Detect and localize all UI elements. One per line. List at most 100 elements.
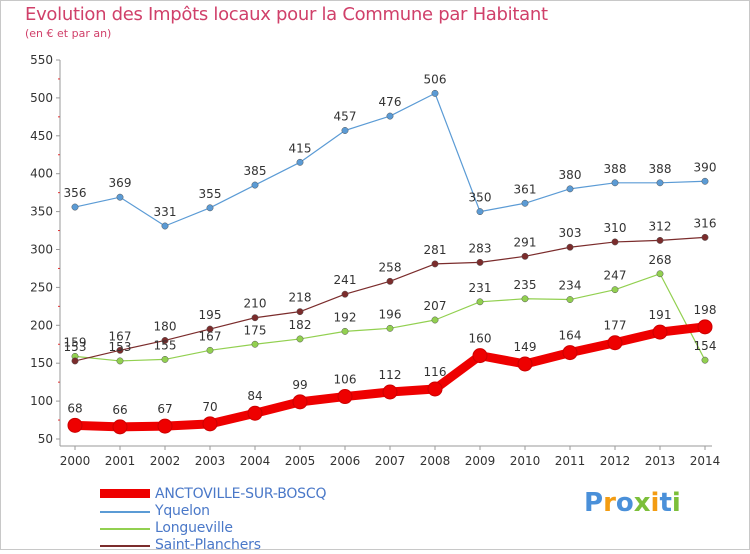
data-label: 99	[292, 378, 307, 392]
y-tick-label: 100	[30, 394, 53, 408]
y-tick-label: 500	[30, 91, 53, 105]
data-label: 167	[199, 329, 222, 343]
data-label: 312	[649, 219, 672, 233]
x-tick-label: 2012	[600, 454, 631, 468]
data-point	[521, 295, 529, 303]
data-label: 153	[64, 340, 87, 354]
legend-swatch	[100, 545, 150, 547]
data-point	[386, 112, 394, 120]
y-tick-label: 300	[30, 243, 53, 257]
data-label: 149	[514, 340, 537, 354]
data-label: 180	[154, 319, 177, 333]
data-point	[386, 277, 394, 285]
data-label: 159	[64, 335, 87, 349]
legend-item: ANCTOVILLE-SUR-BOSCQ	[100, 486, 430, 503]
data-label: 235	[514, 278, 537, 292]
data-point	[341, 290, 349, 298]
data-label: 66	[112, 403, 127, 417]
data-point	[431, 89, 439, 97]
logo-letter: x	[633, 488, 651, 518]
data-label: 281	[424, 243, 447, 257]
data-label: 153	[109, 340, 132, 354]
x-tick-label: 2006	[330, 454, 361, 468]
data-point	[566, 296, 574, 303]
y-tick-label: 550	[30, 53, 53, 67]
data-label: 218	[289, 291, 312, 305]
data-point	[611, 179, 619, 187]
data-point	[161, 222, 169, 230]
data-label: 196	[379, 307, 402, 321]
data-label: 369	[109, 176, 132, 190]
data-label: 356	[64, 186, 87, 200]
x-tick-label: 2004	[240, 454, 271, 468]
data-point	[251, 340, 259, 348]
data-point	[67, 417, 83, 433]
legend-swatch	[100, 489, 150, 498]
x-tick-label: 2007	[375, 454, 406, 468]
data-label: 457	[334, 109, 357, 123]
data-label: 258	[379, 260, 402, 274]
y-tick-label: 200	[30, 318, 53, 332]
data-label: 390	[694, 160, 717, 174]
y-tick-label: 450	[30, 129, 53, 143]
data-label: 388	[649, 162, 672, 176]
data-label: 361	[514, 182, 537, 196]
data-point	[251, 181, 259, 189]
logo-letter: t	[659, 488, 672, 518]
data-label: 231	[469, 281, 492, 295]
data-label: 84	[247, 389, 262, 403]
data-label: 385	[244, 164, 267, 178]
data-label: 207	[424, 299, 447, 313]
legend-label: Yquelon	[155, 503, 210, 519]
data-label: 68	[67, 401, 82, 415]
data-point	[521, 252, 529, 260]
data-point	[206, 204, 214, 212]
data-label: 291	[514, 235, 537, 249]
logo-letter: P	[584, 488, 604, 518]
data-point	[521, 199, 529, 207]
data-point	[386, 324, 394, 332]
data-point	[656, 236, 664, 244]
data-point	[202, 416, 218, 432]
data-point	[206, 325, 214, 333]
data-label: 106	[334, 373, 357, 387]
y-tick-label: 400	[30, 167, 53, 181]
data-point	[206, 346, 214, 354]
data-point	[652, 324, 668, 340]
data-point	[566, 243, 574, 251]
data-label: 154	[694, 339, 717, 353]
data-point	[116, 357, 124, 365]
data-point	[161, 355, 169, 363]
legend-item: Saint-Planchers	[100, 537, 430, 554]
data-label: 182	[289, 318, 312, 332]
data-point	[476, 298, 484, 306]
y-tick-label: 250	[30, 280, 53, 294]
data-point	[251, 314, 259, 322]
data-label: 175	[244, 323, 267, 337]
data-point	[566, 185, 574, 193]
data-label: 506	[424, 72, 447, 86]
data-label: 331	[154, 205, 177, 219]
data-label: 112	[379, 368, 402, 382]
data-label: 234	[559, 279, 582, 293]
data-point	[337, 389, 353, 405]
logo-letter: i	[671, 488, 681, 518]
x-tick-label: 2014	[690, 454, 721, 468]
data-label: 177	[604, 319, 627, 333]
data-point	[431, 260, 439, 268]
data-label: 310	[604, 221, 627, 235]
data-label: 316	[694, 216, 717, 230]
chart-subtitle: (en € et par an)	[25, 27, 112, 40]
legend-label: ANCTOVILLE-SUR-BOSCQ	[155, 486, 327, 502]
data-point	[517, 356, 533, 372]
x-tick-label: 2005	[285, 454, 316, 468]
x-tick-label: 2003	[195, 454, 226, 468]
data-point	[562, 345, 578, 361]
data-point	[292, 394, 308, 410]
data-label: 164	[559, 329, 582, 343]
data-point	[247, 405, 263, 421]
data-point	[382, 384, 398, 400]
chart-title: Evolution des Impôts locaux pour la Comm…	[25, 4, 548, 25]
legend-label: Saint-Planchers	[155, 537, 261, 553]
